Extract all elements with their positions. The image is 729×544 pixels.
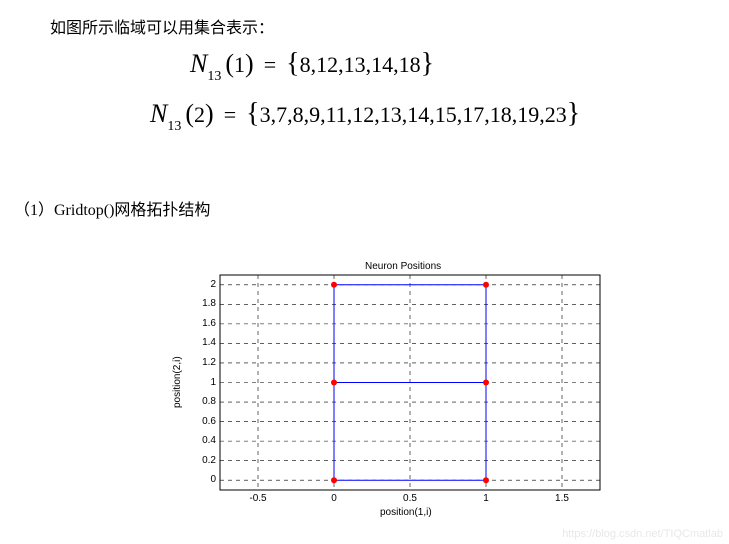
- section-label: （1）Gridtop()网格拓扑结构: [14, 196, 210, 220]
- formula1-lbrace: {: [286, 48, 299, 79]
- ytick-label: 2: [194, 279, 216, 290]
- formula1-var: N: [190, 49, 207, 78]
- intro-text: 如图所示临域可以用集合表示：: [50, 14, 274, 38]
- chart-xlabel: position(1,i): [380, 507, 432, 518]
- chart-title: Neuron Positions: [365, 261, 441, 272]
- formula2-rbrace: }: [567, 98, 580, 129]
- formula2-var: N: [150, 99, 167, 128]
- ytick-label: 0.4: [194, 435, 216, 446]
- formula2-lparen: (: [185, 99, 194, 128]
- formula2-sub: 13: [167, 119, 181, 134]
- chart-ylabel: position(2,i): [172, 356, 183, 408]
- neuron-positions-chart: Neuron Positions position(1,i) position(…: [165, 257, 615, 527]
- ytick-label: 1.8: [194, 298, 216, 309]
- formula-n13-2: N13 (2) = {3,7,8,9,11,12,13,14,15,17,18,…: [150, 98, 580, 131]
- xtick-label: 0.5: [400, 493, 420, 504]
- ytick-label: 0.6: [194, 416, 216, 427]
- formula2-eq: =: [224, 102, 236, 127]
- xtick-label: 1: [476, 493, 496, 504]
- xtick-label: -0.5: [248, 493, 268, 504]
- formula1-rparen: ): [245, 49, 254, 78]
- ytick-label: 1.4: [194, 337, 216, 348]
- formula2-set: 3,7,8,9,11,12,13,14,15,17,18,19,23: [260, 102, 567, 127]
- ytick-label: 0.8: [194, 396, 216, 407]
- watermark: https://blog.csdn.net/TIQCmatlab: [562, 528, 723, 540]
- chart-svg: [165, 257, 615, 527]
- formula1-lparen: (: [225, 49, 234, 78]
- ytick-label: 1.6: [194, 318, 216, 329]
- formula2-lbrace: {: [246, 98, 259, 129]
- ytick-label: 0.2: [194, 455, 216, 466]
- formula1-rbrace: }: [421, 48, 434, 79]
- formula-n13-1: N13 (1) = {8,12,13,14,18}: [190, 48, 434, 81]
- formula1-set: 8,12,13,14,18: [300, 52, 421, 77]
- formula2-rparen: ): [205, 99, 214, 128]
- formula1-sub: 13: [207, 69, 221, 84]
- xtick-label: 0: [324, 493, 344, 504]
- formula2-arg: 2: [194, 102, 205, 127]
- formula1-eq: =: [264, 52, 276, 77]
- ytick-label: 1: [194, 377, 216, 388]
- formula1-arg: 1: [234, 52, 245, 77]
- ytick-label: 0: [194, 474, 216, 485]
- ytick-label: 1.2: [194, 357, 216, 368]
- xtick-label: 1.5: [552, 493, 572, 504]
